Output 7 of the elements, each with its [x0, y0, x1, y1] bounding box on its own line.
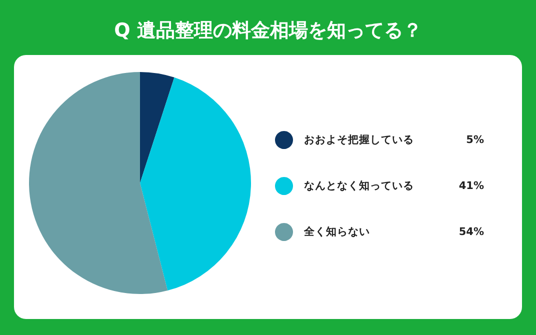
chart-title: Q 遺品整理の料金相場を知ってる？	[114, 20, 422, 42]
legend-label: おおよそ把握している	[304, 133, 414, 146]
data-label: 5%	[466, 134, 484, 146]
data-label: 54%	[458, 226, 484, 238]
data-label: 41%	[458, 180, 484, 192]
legend-label: 全く知らない	[303, 225, 370, 238]
legend-label: なんとなく知っている	[304, 179, 414, 192]
